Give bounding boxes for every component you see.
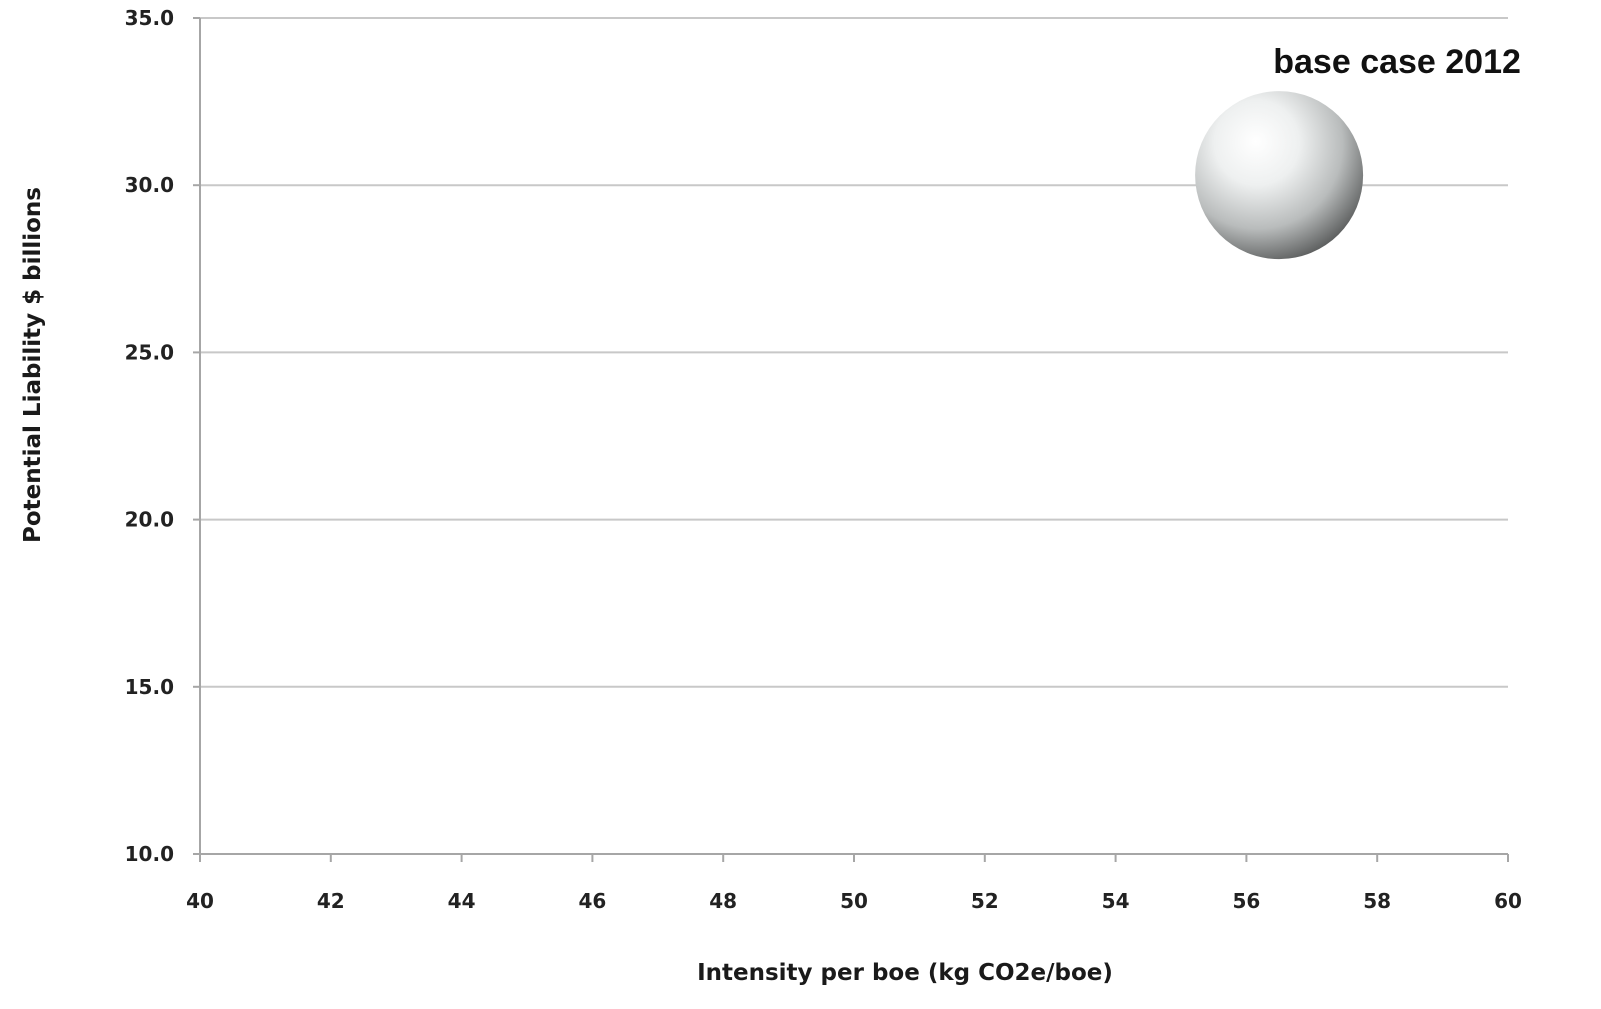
y-tick-label: 20.0	[125, 508, 174, 532]
data-points: base case 2012	[1195, 43, 1521, 260]
x-tick-label: 56	[1232, 889, 1260, 913]
x-tick-labels: 40 42 44 46 48 50 52 54 56 58 60	[186, 889, 1522, 913]
y-tick-label: 35.0	[125, 6, 174, 30]
x-tick-label: 42	[317, 889, 345, 913]
y-axis-title: Potential Liability $ billions	[20, 187, 46, 543]
y-tick-label: 15.0	[125, 675, 174, 699]
x-tick-label: 46	[578, 889, 606, 913]
x-tick-label: 60	[1494, 889, 1522, 913]
x-tick-label: 52	[971, 889, 999, 913]
x-tick-label: 54	[1102, 889, 1130, 913]
x-tick-label: 40	[186, 889, 214, 913]
x-tick-label: 50	[840, 889, 868, 913]
bubble-point	[1195, 91, 1364, 260]
x-tick-label: 44	[448, 889, 476, 913]
y-tick-labels: 10.0 15.0 20.0 25.0 30.0 35.0	[125, 6, 174, 866]
x-tick-label: 48	[709, 889, 737, 913]
axes	[193, 17, 1509, 862]
x-axis-title: Intensity per boe (kg CO2e/boe)	[697, 960, 1113, 986]
x-tick-label: 58	[1363, 889, 1391, 913]
y-tick-label: 10.0	[125, 842, 174, 866]
y-tick-label: 30.0	[125, 173, 174, 197]
y-tick-label: 25.0	[125, 340, 174, 364]
bubble-label: base case 2012	[1273, 43, 1521, 81]
